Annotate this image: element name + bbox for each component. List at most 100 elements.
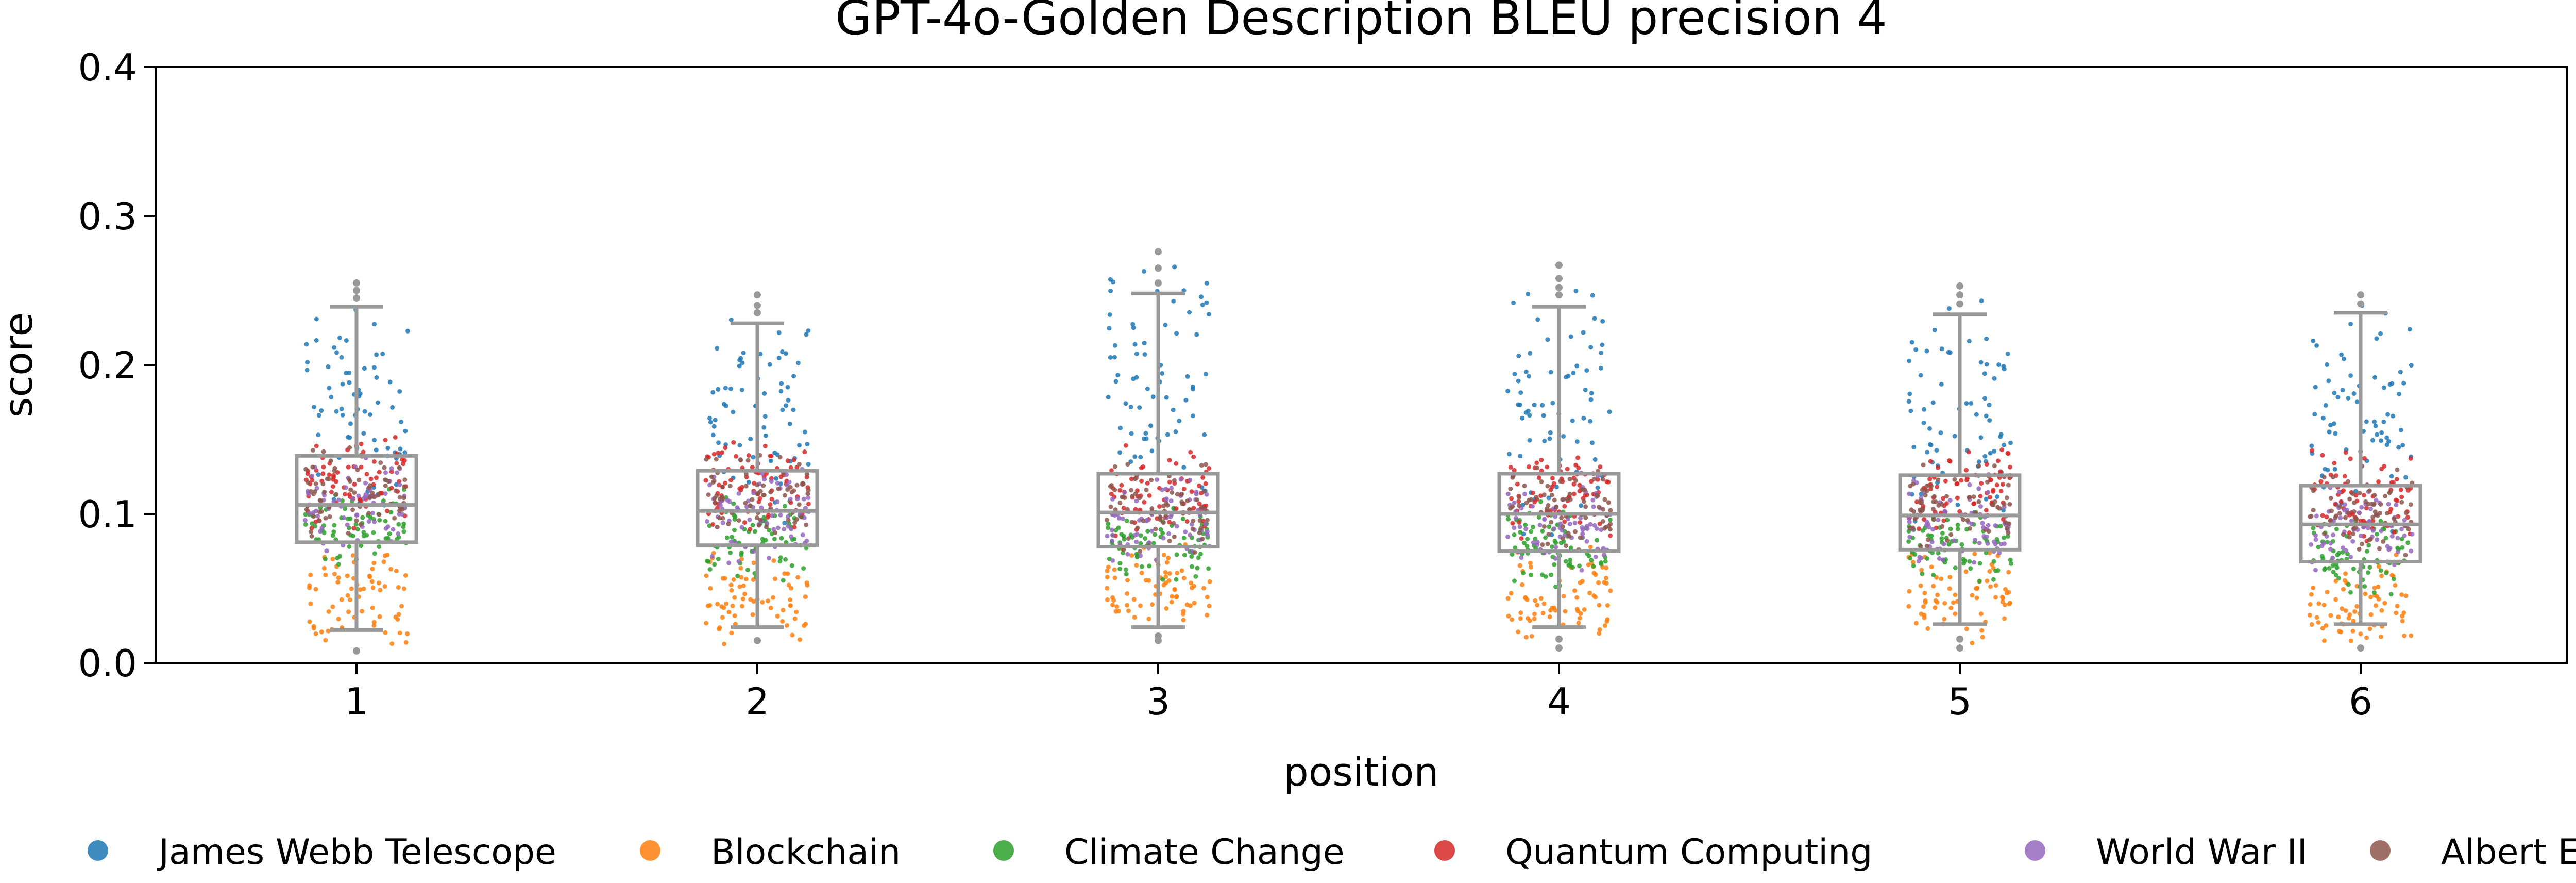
series-points (2307, 552, 2414, 643)
data-point (1200, 475, 1206, 480)
data-point (1568, 497, 1573, 502)
data-point (1206, 566, 1211, 571)
data-point (1994, 482, 1999, 488)
data-point (2341, 545, 2346, 551)
data-point (2332, 460, 2337, 465)
data-point (2366, 543, 2371, 548)
data-point (1170, 490, 1175, 495)
data-point (731, 440, 736, 445)
data-point (1105, 568, 1110, 573)
data-point (1151, 541, 1156, 546)
data-point (785, 385, 790, 390)
data-point (1523, 410, 1529, 415)
data-point (1570, 565, 1575, 570)
data-point (317, 518, 322, 523)
data-point (397, 512, 402, 517)
data-point (364, 532, 369, 538)
data-point (1560, 536, 1565, 541)
data-point (1551, 526, 1556, 531)
data-point (359, 464, 364, 470)
data-point (336, 575, 341, 580)
data-point (393, 435, 398, 440)
data-point (1605, 603, 1610, 608)
data-point (1939, 536, 1944, 541)
legend-item: World War II (2025, 832, 2308, 873)
legend-item: Quantum Computing (1434, 832, 1872, 873)
data-point (1982, 454, 1988, 459)
data-point (1117, 561, 1123, 566)
data-point (1944, 494, 1949, 499)
data-point (323, 515, 328, 521)
data-point (1523, 595, 1528, 600)
data-point (2370, 438, 2375, 443)
data-point (358, 497, 363, 503)
data-point (2332, 467, 2337, 472)
data-point (1593, 554, 1598, 559)
data-point (405, 631, 410, 636)
data-point (367, 485, 371, 490)
data-point (1195, 497, 1200, 503)
data-point (1964, 626, 1969, 631)
data-point (354, 518, 359, 523)
data-point (1590, 293, 1595, 298)
data-point (2374, 497, 2379, 503)
data-point (1117, 500, 1123, 505)
data-point (1597, 505, 1602, 510)
data-point (2364, 419, 2369, 424)
data-point (1992, 448, 1997, 454)
data-point (1548, 430, 1553, 435)
data-point (371, 365, 377, 370)
data-point (1193, 574, 1198, 579)
series-points (1907, 462, 2013, 549)
data-point (731, 409, 736, 414)
data-point (1932, 327, 1937, 332)
data-point (2367, 565, 2372, 570)
outlier-point (1555, 644, 1563, 652)
data-point (1606, 500, 1611, 505)
data-point (1997, 550, 2002, 555)
outlier-point (1155, 279, 1162, 287)
data-point (1196, 555, 1201, 560)
data-point (394, 482, 399, 487)
data-point (2005, 451, 2010, 456)
data-point (2336, 490, 2342, 495)
data-point (396, 612, 401, 617)
data-point (1174, 461, 1179, 466)
data-point (1119, 532, 1124, 537)
data-point (775, 525, 781, 530)
data-point (1153, 532, 1158, 537)
data-point (360, 609, 364, 614)
data-point (371, 494, 377, 499)
data-point (2392, 529, 2397, 535)
data-point (2396, 445, 2401, 450)
data-point (2378, 635, 2383, 639)
data-point (2341, 532, 2346, 537)
data-point (1166, 556, 1171, 560)
data-point (1906, 399, 1911, 404)
data-point (1920, 571, 1925, 576)
data-point (731, 501, 736, 506)
data-point (1529, 529, 1534, 534)
data-point (2382, 385, 2386, 390)
data-point (1129, 431, 1134, 436)
data-point (1583, 515, 1588, 520)
data-point (1600, 319, 1605, 324)
data-point (1607, 517, 1613, 522)
data-point (1105, 534, 1110, 539)
data-point (317, 498, 323, 503)
data-point (1923, 493, 1928, 498)
data-point (306, 480, 311, 485)
data-point (1198, 552, 1203, 557)
data-point (402, 477, 408, 482)
data-point (726, 560, 732, 565)
data-point (378, 460, 383, 465)
data-point (799, 514, 804, 520)
data-point (2379, 573, 2384, 578)
box-plot (1898, 312, 2022, 626)
data-point (2372, 419, 2377, 424)
data-point (2360, 541, 2364, 546)
data-point (769, 454, 774, 459)
data-point (1164, 395, 1169, 400)
data-point (2007, 602, 2012, 607)
data-point (1548, 370, 1553, 375)
